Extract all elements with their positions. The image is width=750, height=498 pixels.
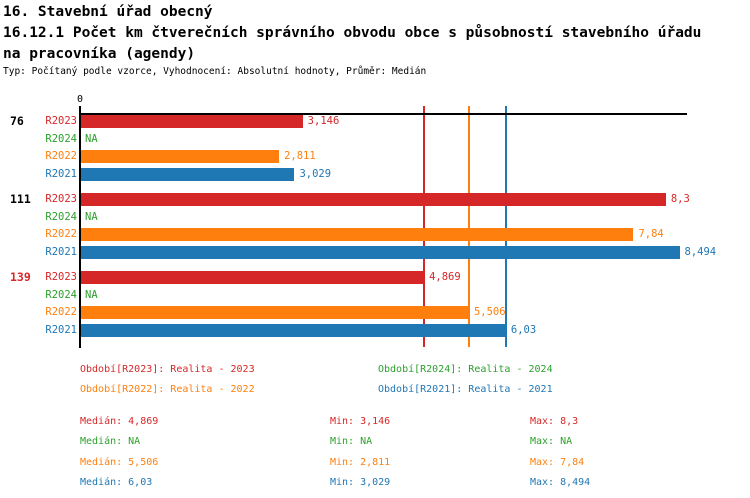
series-label-r2023: R2023 [45, 193, 77, 205]
bar-139-r2022 [81, 306, 469, 319]
report-title: 16. Stavební úřad obecný [3, 4, 213, 20]
stat-median-r2022: Medián: 5,506 [80, 457, 159, 468]
stat-min-r2023: Min: 3,146 [330, 416, 391, 427]
bar-111-r2023 [81, 193, 666, 206]
stat-max-r2023: Max: 8,3 [530, 416, 579, 427]
median-line-r2023 [423, 106, 426, 347]
na-label-76-r2024: NA [85, 133, 98, 145]
series-label-r2024: R2024 [45, 289, 77, 301]
report-meta: Typ: Počítaný podle vzorce, Vyhodnocení:… [3, 66, 427, 77]
stat-min-r2024: Min: NA [330, 436, 373, 447]
value-label-139-r2023: 4,869 [429, 271, 461, 283]
bar-chart: 0 76 R2023 3,146 R2024 NA R2022 2,811 R2021 3,029… [0, 90, 750, 352]
series-label-r2022: R2022 [45, 150, 77, 162]
bar-111-r2021 [81, 246, 680, 259]
bar-139-r2023 [81, 271, 425, 284]
legend-item-r2024: Období[R2024]: Realita - 2024 [378, 364, 553, 375]
x-axis-line [80, 113, 687, 115]
na-label-139-r2024: NA [85, 289, 98, 301]
value-label-111-r2023: 8,3 [670, 193, 690, 205]
bar-139-r2021 [81, 324, 506, 337]
stat-max-r2022: Max: 7,84 [530, 457, 585, 468]
stat-max-r2024: Max: NA [530, 436, 573, 447]
series-label-r2022: R2022 [45, 228, 77, 240]
value-label-111-r2022: 7,84 [638, 228, 664, 240]
bar-111-r2022 [81, 228, 634, 241]
value-label-139-r2022: 5,506 [473, 306, 506, 318]
series-label-r2021: R2021 [45, 168, 77, 180]
na-label-111-r2024: NA [85, 211, 98, 223]
series-label-r2021: R2021 [45, 246, 77, 258]
y-axis-line [79, 106, 81, 348]
report-header: 16. Stavební úřad obecný 16.12.1 Počet k… [3, 2, 747, 79]
series-label-r2021: R2021 [45, 324, 77, 336]
group-label-76: 76 [10, 114, 24, 128]
series-label-r2022: R2022 [45, 306, 77, 318]
legend-item-r2021: Období[R2021]: Realita - 2021 [378, 384, 553, 395]
median-line-r2021 [504, 106, 507, 347]
stat-median-r2023: Medián: 4,869 [80, 416, 159, 427]
series-label-r2023: R2023 [45, 115, 77, 127]
value-label-139-r2021: 6,03 [510, 324, 537, 336]
value-label-111-r2021: 8,494 [684, 246, 717, 258]
bar-76-r2021 [81, 168, 295, 181]
median-line-r2022 [467, 106, 470, 347]
value-label-76-r2023: 3,146 [307, 115, 340, 127]
series-label-r2024: R2024 [45, 211, 77, 223]
value-label-76-r2021: 3,029 [299, 168, 332, 180]
x-axis-tick-label-0: 0 [76, 94, 84, 105]
stat-median-r2021: Medián: 6,03 [80, 477, 153, 488]
value-label-76-r2022: 2,811 [284, 150, 316, 162]
stat-median-r2024: Medián: NA [80, 436, 141, 447]
legend-item-r2022: Období[R2022]: Realita - 2022 [80, 384, 255, 395]
group-label-139: 139 [10, 270, 31, 284]
stat-min-r2022: Min: 2,811 [330, 457, 391, 468]
series-label-r2023: R2023 [45, 271, 77, 283]
bar-76-r2023 [81, 115, 303, 128]
stat-max-r2021: Max: 8,494 [530, 477, 591, 488]
series-label-r2024: R2024 [45, 133, 77, 145]
stat-min-r2021: Min: 3,029 [330, 477, 391, 488]
report-subtitle-line1: 16.12.1 Počet km čtverečních správního o… [3, 25, 702, 41]
report-subtitle-line2: na pracovníka (agendy) [3, 46, 196, 62]
group-label-111: 111 [10, 192, 31, 206]
bar-76-r2022 [81, 150, 280, 163]
legend-item-r2023: Období[R2023]: Realita - 2023 [80, 364, 255, 375]
